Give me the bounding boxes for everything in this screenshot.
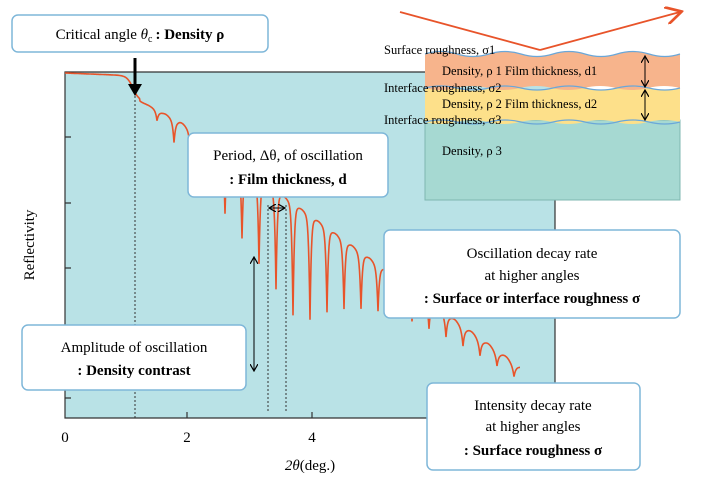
layer-label: Surface roughness, σ1	[384, 43, 495, 57]
layer-label: Interface roughness, σ2	[384, 81, 501, 95]
callout-text: at higher angles	[485, 268, 580, 284]
callout-box	[11, 14, 269, 53]
callout-text: Intensity decay rate	[474, 398, 592, 414]
layer-label: Interface roughness, σ3	[384, 113, 501, 127]
callout-text: Oscillation decay rate	[467, 246, 598, 262]
callout-text: at higher angles	[486, 419, 581, 435]
callout-text: Amplitude of oscillation	[61, 340, 208, 356]
x-tick-label: 0	[61, 430, 69, 446]
callout-text: : Surface roughness σ	[464, 443, 603, 459]
callout-text: Period, Δθ, of oscillation	[213, 148, 363, 164]
callout-box	[187, 132, 389, 198]
callout-text: : Density contrast	[77, 363, 190, 379]
x-axis-label: 2θ(deg.)	[285, 458, 335, 474]
x-tick-label: 2	[183, 430, 191, 446]
callout-box	[383, 229, 681, 319]
callout-text: Critical angle θc: Density ρ	[56, 27, 225, 45]
layer-label: Density, ρ 3	[442, 144, 502, 158]
callout-box	[426, 382, 641, 471]
layer-diagram	[399, 12, 680, 201]
callout-box	[21, 324, 247, 391]
callout-text: : Surface or interface roughness σ	[424, 291, 641, 307]
reflectivity-curve	[65, 72, 520, 377]
callout-text: : Film thickness, d	[229, 172, 347, 188]
layer-label: Density, ρ 1 Film thickness, d1	[442, 64, 597, 78]
layer-label: Density, ρ 2 Film thickness, d2	[442, 97, 597, 111]
y-axis-label: Reflectivity	[22, 209, 38, 280]
x-tick-label: 4	[308, 430, 316, 446]
critical-arrow-head	[128, 84, 142, 96]
